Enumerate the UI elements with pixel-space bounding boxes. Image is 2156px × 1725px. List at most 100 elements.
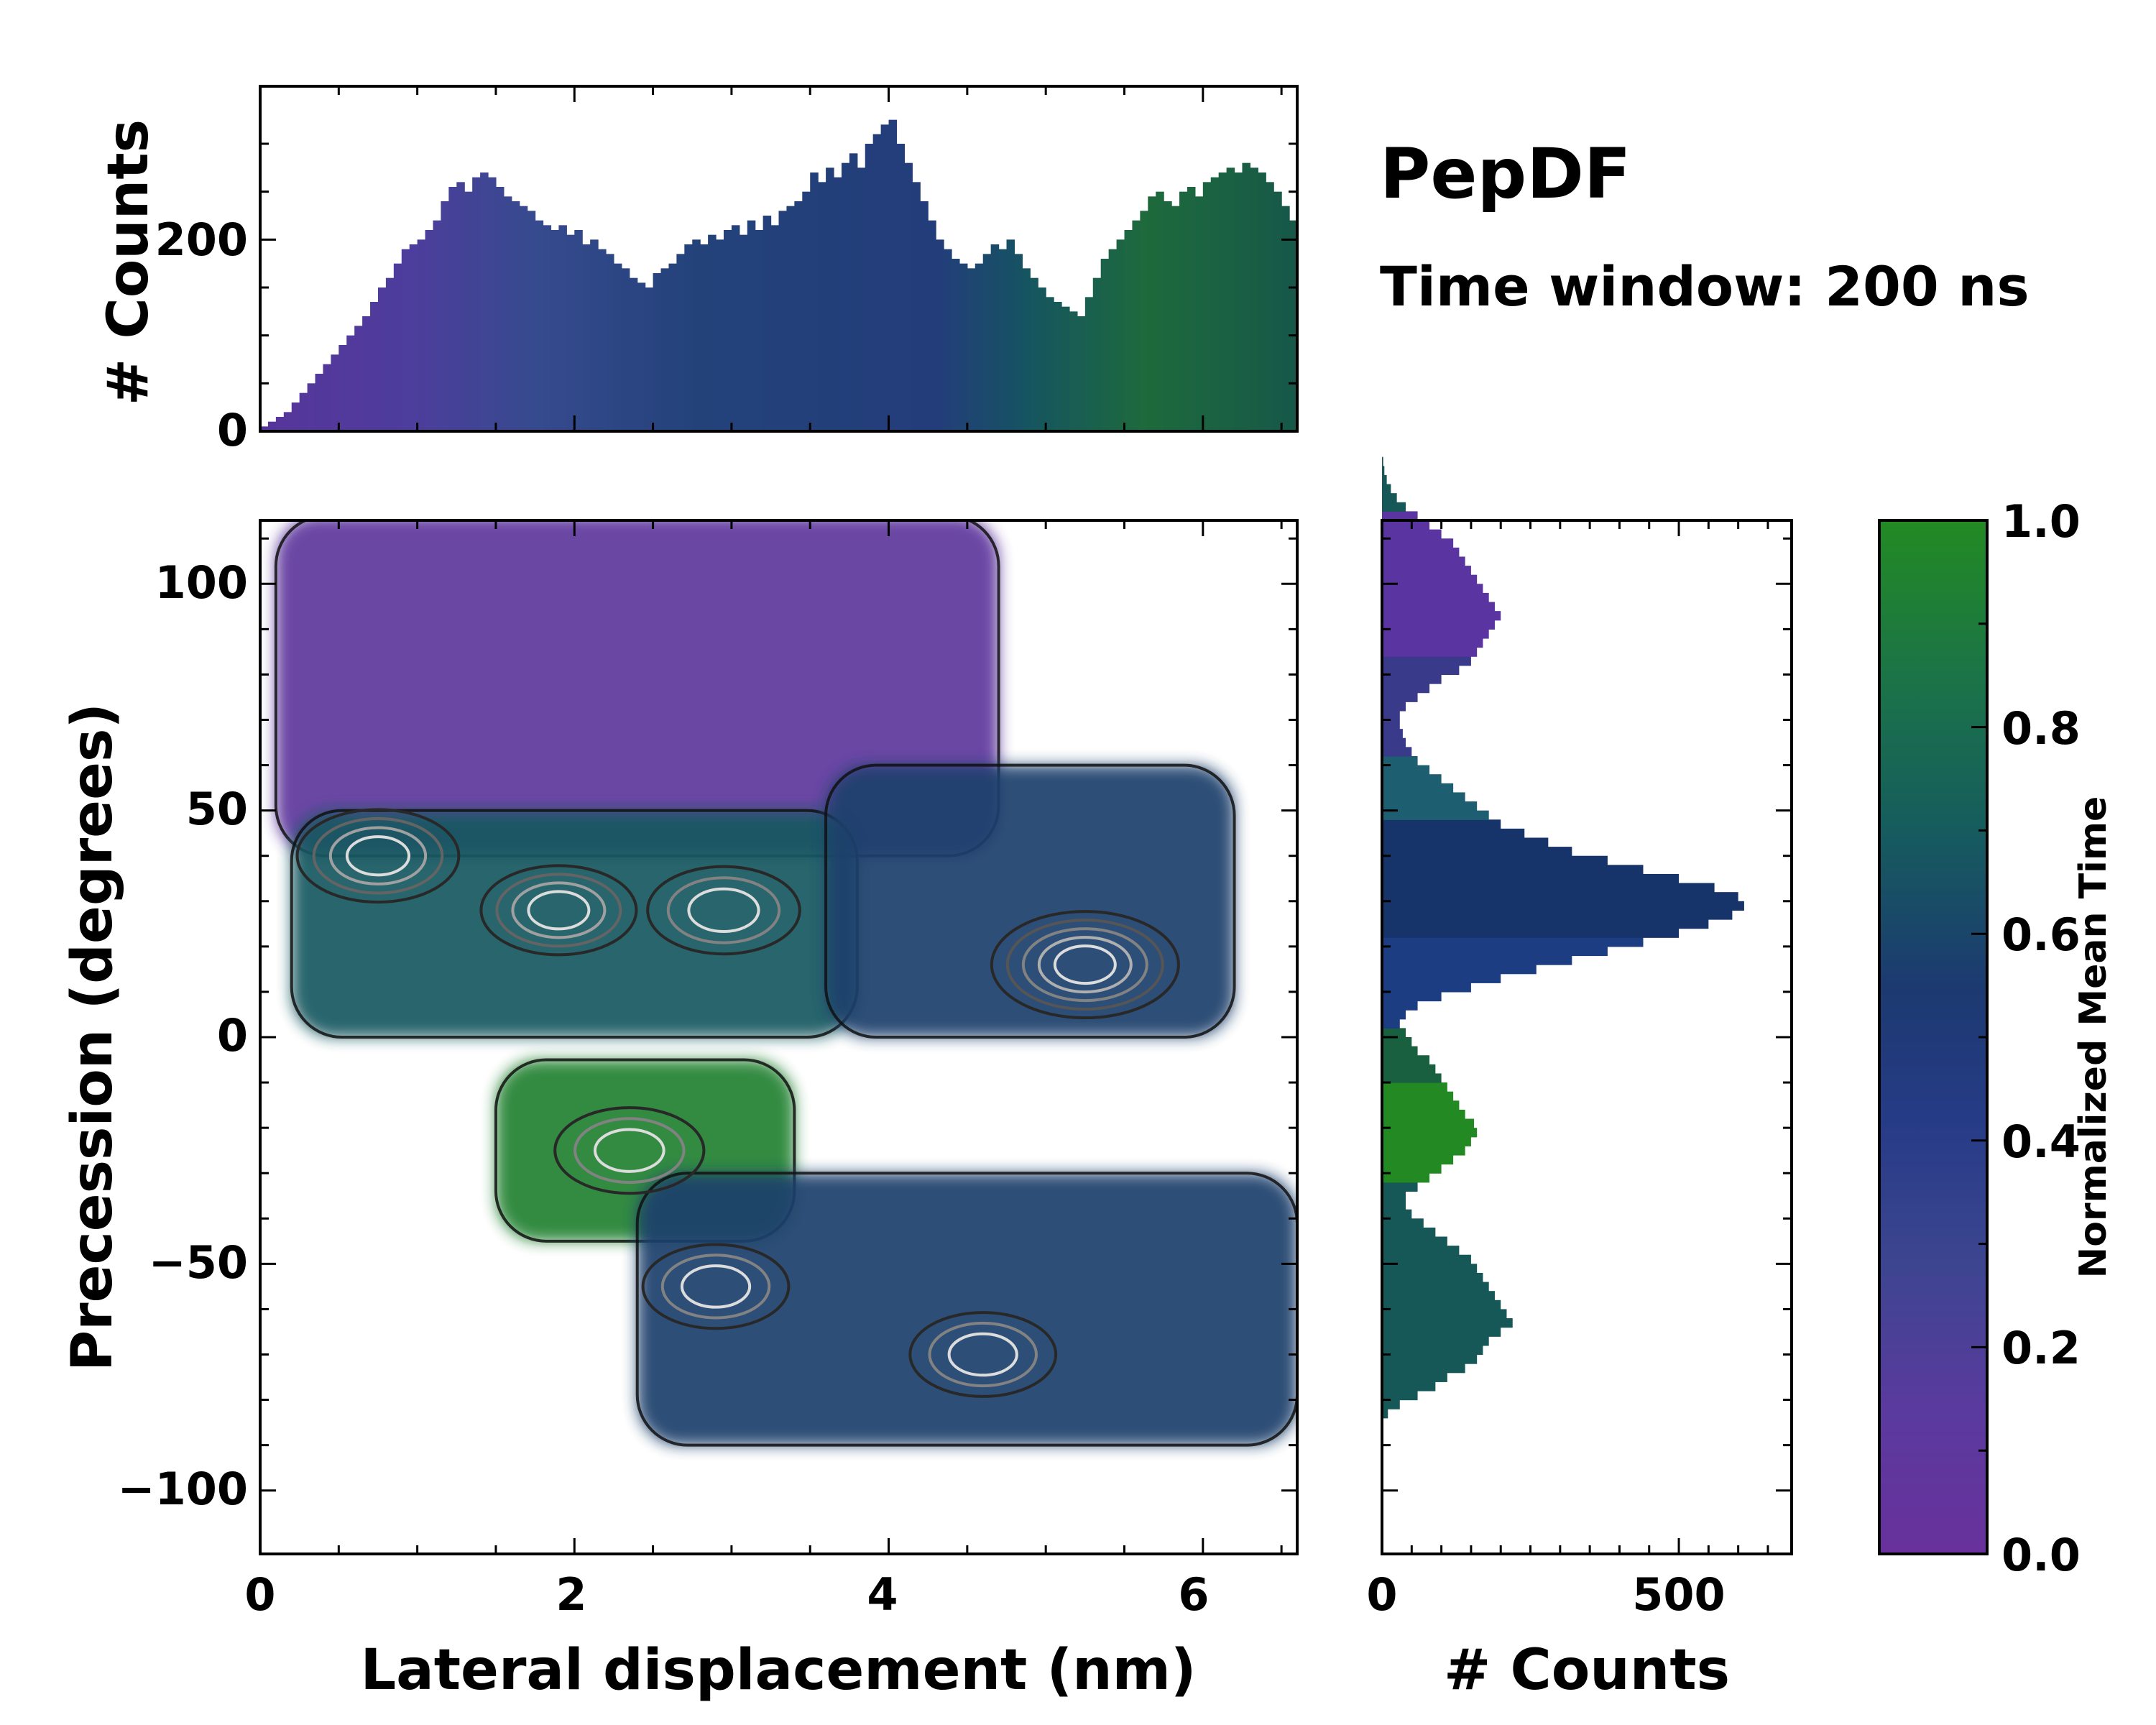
right-histogram-bar (1382, 529, 1442, 539)
top-histogram-bar (1092, 277, 1102, 431)
top-histogram-bar (936, 239, 944, 431)
top-histogram-bar (606, 254, 614, 431)
density-contour-1-0 (479, 864, 638, 957)
right-histogram-bar (1382, 910, 1733, 920)
top-histogram-bar (291, 402, 300, 431)
density-contour-4-2 (593, 1128, 665, 1173)
top-histogram-bars (260, 119, 1298, 432)
top-histogram-bar (441, 201, 449, 431)
main-ylabel: Precession (degrees) (60, 703, 125, 1371)
xtick-0: 0 (244, 1568, 275, 1621)
density-contour-0-0 (295, 808, 461, 904)
right-histogram-bar (1382, 466, 1385, 476)
top-histogram-bar (967, 268, 976, 431)
right-histogram-bar (1382, 719, 1400, 730)
right-histogram-bar (1382, 1091, 1454, 1101)
top-histogram-bar (810, 172, 819, 431)
top-histogram-bar (1038, 288, 1046, 431)
xtick-4: 4 (867, 1568, 898, 1621)
top-histogram-bar (362, 316, 371, 431)
right-histogram-bar (1382, 1064, 1436, 1075)
right-histogram-bar (1382, 1136, 1471, 1146)
colorbar-tick-0.6: 0.6 (2001, 908, 2081, 961)
top-histogram-bar (723, 230, 732, 431)
right-histogram-bar (1382, 1100, 1460, 1110)
right-histogram-bar (1382, 1200, 1406, 1210)
right-histogram-bar (1382, 1018, 1400, 1029)
right-histogram-bar (1382, 774, 1442, 784)
right-histogram-bar (1382, 1118, 1475, 1128)
right-histogram-bar (1382, 983, 1471, 993)
top-ytick-0: 0 (217, 404, 248, 456)
right-histogram-bar (1382, 474, 1387, 485)
density-contour-3-1 (1005, 919, 1164, 1011)
right-histogram-xlabel: # Counts (1444, 1638, 1730, 1703)
right-xtick-0: 0 (1366, 1568, 1397, 1621)
right-histogram-bar (1382, 946, 1608, 957)
top-histogram-bar (1250, 167, 1258, 432)
right-histogram-bar (1382, 1146, 1465, 1156)
top-histogram-bar (1266, 182, 1274, 432)
right-histogram-bar (1382, 1300, 1501, 1310)
top-histogram-bar (315, 374, 324, 431)
top-histogram-bar (582, 244, 591, 431)
density-contour-3-0 (990, 910, 1180, 1020)
top-histogram-bar (834, 177, 842, 431)
top-histogram-bar (1054, 302, 1062, 431)
right-histogram-bar (1382, 1390, 1418, 1401)
top-histogram-bar (998, 249, 1008, 431)
top-histogram-bar (550, 230, 560, 431)
top-histogram-bar (275, 417, 285, 431)
right-histogram-bar (1382, 847, 1572, 857)
right-histogram-bar (1382, 556, 1465, 566)
top-histogram-bar (1234, 172, 1243, 431)
heatmap-region-right-peak (826, 765, 1235, 1037)
top-histogram-bar (920, 201, 929, 431)
top-histogram-bar (299, 392, 308, 431)
top-histogram-bar (857, 167, 866, 432)
right-histogram-bar (1382, 937, 1644, 947)
density-contour-4-1 (573, 1117, 686, 1184)
top-histogram-bar (1273, 191, 1282, 431)
top-histogram-bar (802, 191, 811, 431)
right-histogram-bar (1382, 729, 1403, 739)
right-histogram-bar (1382, 765, 1430, 775)
right-histogram-bar (1382, 737, 1406, 748)
right-histogram-bar (1382, 1154, 1454, 1165)
top-histogram-bar (370, 302, 379, 431)
right-histogram-bar (1382, 801, 1478, 811)
density-contour-5-2 (680, 1264, 752, 1309)
right-histogram-bar (1382, 1336, 1489, 1346)
top-histogram-bar (472, 177, 481, 431)
top-histogram-bar (880, 124, 890, 432)
right-histogram-bar (1382, 828, 1525, 839)
right-histogram-bar (1382, 1227, 1436, 1238)
right-histogram-bar (1382, 1209, 1412, 1219)
top-ytick-200: 200 (155, 213, 248, 266)
top-histogram-bar (1156, 191, 1164, 431)
top-histogram-bar (1069, 311, 1078, 431)
top-histogram-bar (818, 182, 826, 432)
density-contour-5-1 (660, 1254, 771, 1320)
right-histogram-bar (1382, 873, 1680, 884)
top-histogram-bar (456, 182, 465, 432)
right-histogram-bar (1382, 892, 1738, 902)
top-histogram-bar (731, 225, 740, 431)
top-histogram-bar (331, 354, 339, 431)
right-histogram-bar (1382, 684, 1430, 694)
right-histogram-bar (1382, 629, 1489, 639)
top-histogram-bar (1124, 230, 1133, 431)
top-histogram-bar (700, 244, 709, 431)
top-histogram-bar (755, 230, 764, 431)
top-histogram-bar (1194, 196, 1204, 431)
top-histogram-bar (558, 225, 567, 431)
top-histogram-bar (928, 220, 936, 431)
top-histogram-bar (1030, 277, 1038, 431)
right-histogram-bar (1382, 1182, 1418, 1192)
right-xtick-500: 500 (1632, 1568, 1725, 1621)
right-histogram-bar (1382, 819, 1501, 829)
density-contour-0-1 (312, 816, 444, 895)
right-histogram-bar (1382, 901, 1744, 911)
top-histogram-bar (660, 268, 670, 431)
